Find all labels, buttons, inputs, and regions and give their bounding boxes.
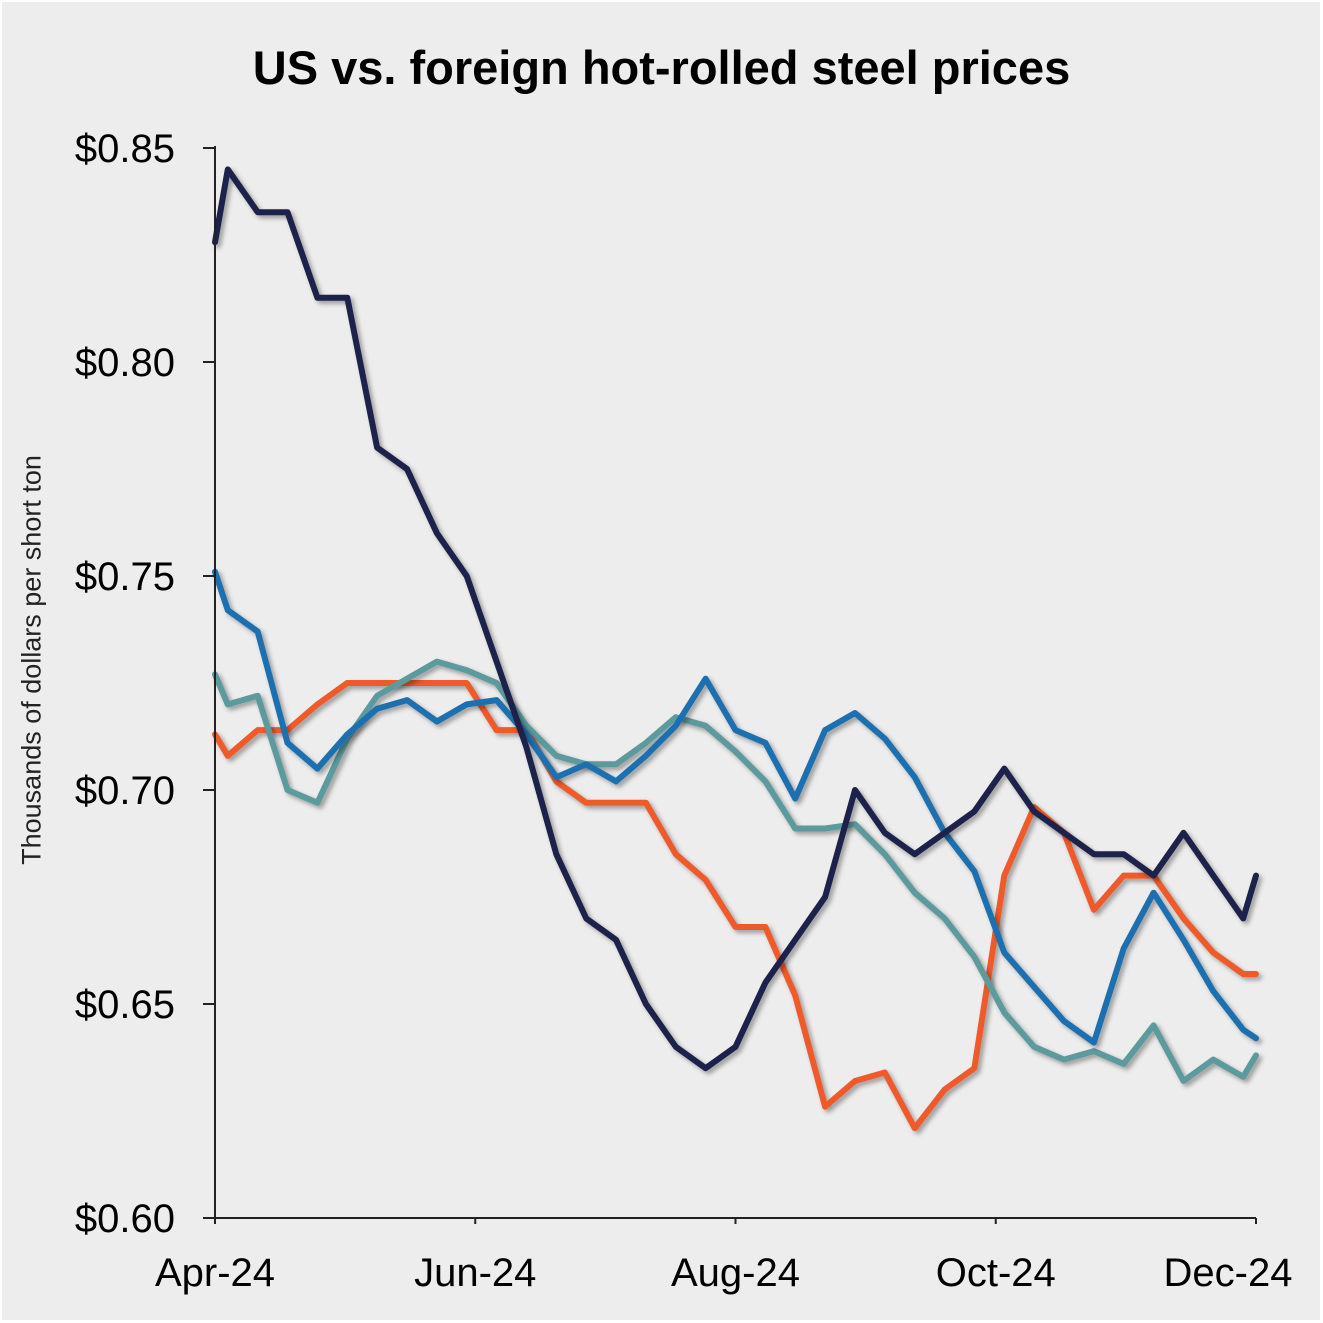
series-layer — [212, 166, 1259, 1132]
chart-title: US vs. foreign hot-rolled steel prices — [252, 41, 1071, 94]
tick-labels: $0.60 $0.65 $0.70 $0.75 $0.80 $0.85 Apr-24 Jun-… — [75, 127, 1293, 1295]
y-tick-label: $0.75 — [75, 555, 175, 599]
y-tick-label: $0.80 — [75, 341, 175, 385]
x-tick-label: Apr-24 — [155, 1251, 275, 1295]
x-tick-label: Oct-24 — [936, 1251, 1056, 1295]
axes — [203, 146, 1257, 1224]
series-line-4 — [212, 680, 1259, 1132]
y-tick-label: $0.85 — [75, 127, 175, 171]
x-tick-label: Aug-24 — [671, 1251, 800, 1295]
x-tick-label: Dec-24 — [1164, 1251, 1293, 1295]
y-tick-label: $0.60 — [75, 1197, 175, 1241]
x-tick-label: Jun-24 — [414, 1251, 536, 1295]
series-line-3 — [212, 658, 1259, 1084]
series-line-2 — [212, 568, 1259, 1046]
y-tick-label: $0.65 — [75, 983, 175, 1027]
y-tick-label: $0.70 — [75, 769, 175, 813]
series-line-1 — [212, 166, 1259, 1072]
